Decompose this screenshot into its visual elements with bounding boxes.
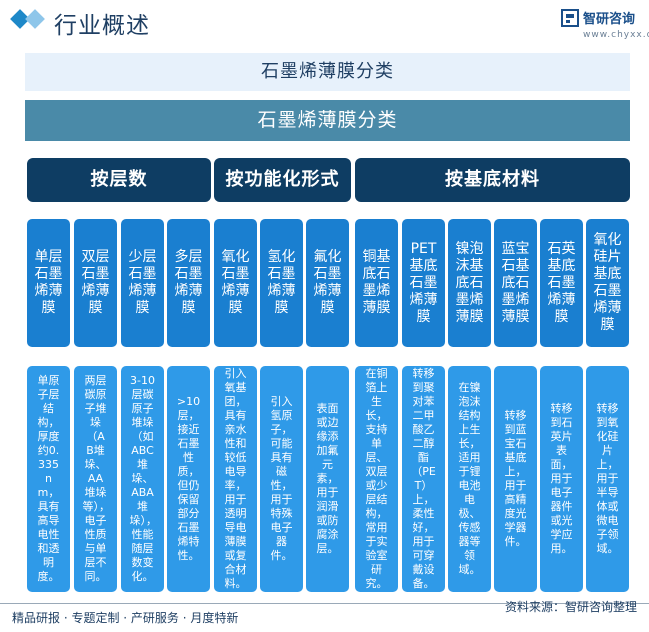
type-label: 单层石墨烯薄膜 xyxy=(34,249,63,316)
description-box: 转移到石英片表面，用于电子器件或光学应用。 xyxy=(540,366,583,592)
diagram-title: 石墨烯薄膜分类 xyxy=(25,100,630,141)
type-box: 少层石墨烯薄膜 xyxy=(121,219,164,347)
page-header: 行业概述 智研咨询 www.chyxx.com xyxy=(0,0,649,45)
type-label: 氟化石墨烯薄膜 xyxy=(313,249,342,316)
diamond-icon-light xyxy=(25,9,45,29)
page-title: 行业概述 xyxy=(54,13,150,39)
description-box: 在铜箔上生长，支持单层、双层或少层结构，常用于实验室研究。 xyxy=(355,366,398,592)
description-text: 单原子层结构，厚度约0.335nm，具有高导电性和透明度。 xyxy=(37,374,60,583)
logo-icon xyxy=(561,9,579,27)
description-text: 引入氢原子，可能具有磁性，用于特殊电子器件。 xyxy=(270,395,293,562)
type-box: 单层石墨烯薄膜 xyxy=(27,219,70,347)
description-box: 3-10层碳原子堆垛（如ABC堆垛、ABA堆垛），性能随层数变化。 xyxy=(121,366,164,592)
description-text: 转移到聚对苯二甲酸乙二醇酯（PET）上，柔性好，用于可穿戴设备。 xyxy=(411,367,436,590)
description-box: 转移到氧化硅片上，用于半导体或微电子领域。 xyxy=(586,366,629,592)
description-box: 单原子层结构，厚度约0.335nm，具有高导电性和透明度。 xyxy=(27,366,70,592)
category-by-substrate: 按基底材料 xyxy=(355,158,630,202)
description-text: 表面或边缘添加氟元素，用于润滑或防腐涂层。 xyxy=(316,402,339,555)
source-note: 资料来源：智研咨询整理 xyxy=(504,600,637,614)
logo-name: 智研咨询 xyxy=(583,12,636,27)
type-label: 蓝宝石基底石墨烯薄膜 xyxy=(501,240,530,325)
description-text: 在镍泡沫结构上生长，适用于锂电池电极、传感器等领域。 xyxy=(458,381,481,576)
description-text: 转移到蓝宝石基底上，用于高精度光学器件。 xyxy=(504,409,527,548)
type-box: 双层石墨烯薄膜 xyxy=(74,219,117,347)
type-label: 多层石墨烯薄膜 xyxy=(174,249,203,316)
description-text: >10层，接近石墨性质，但仍保留部分石墨烯特性。 xyxy=(176,395,201,562)
type-label: 氧化硅片基底石墨烯薄膜 xyxy=(593,232,622,333)
type-box: 多层石墨烯薄膜 xyxy=(167,219,210,347)
type-box: 氢化石墨烯薄膜 xyxy=(260,219,303,347)
description-box: 在镍泡沫结构上生长，适用于锂电池电极、传感器等领域。 xyxy=(448,366,491,592)
type-box: 石英基底石墨烯薄膜 xyxy=(540,219,583,347)
footer-divider xyxy=(0,603,649,604)
type-box: 铜基底石墨烯薄膜 xyxy=(355,219,398,347)
description-text: 转移到氧化硅片上，用于半导体或微电子领域。 xyxy=(596,402,619,555)
type-label: 氧化石墨烯薄膜 xyxy=(221,249,250,316)
type-label: 双层石墨烯薄膜 xyxy=(81,249,110,316)
type-label: 氢化石墨烯薄膜 xyxy=(267,249,296,316)
category-by-functionalization: 按功能化形式 xyxy=(214,158,351,202)
description-text: 3-10层碳原子堆垛（如ABC堆垛、ABA堆垛），性能随层数变化。 xyxy=(129,374,158,583)
description-box: 引入氧基团，具有亲水性和较低电导率，用于透明导电薄膜或复合材料。 xyxy=(214,366,257,592)
logo-url: www.chyxx.com xyxy=(583,30,649,40)
description-text: 转移到石英片表面，用于电子器件或光学应用。 xyxy=(550,402,573,555)
type-label: 铜基底石墨烯薄膜 xyxy=(362,249,391,316)
description-text: 在铜箔上生长，支持单层、双层或少层结构，常用于实验室研究。 xyxy=(365,367,388,590)
description-text: 引入氧基团，具有亲水性和较低电导率，用于透明导电薄膜或复合材料。 xyxy=(224,367,247,590)
description-box: >10层，接近石墨性质，但仍保留部分石墨烯特性。 xyxy=(167,366,210,592)
type-label: 石英基底石墨烯薄膜 xyxy=(547,240,576,325)
type-box: 氧化石墨烯薄膜 xyxy=(214,219,257,347)
description-box: 转移到蓝宝石基底上，用于高精度光学器件。 xyxy=(494,366,537,592)
description-box: 两层碳原子堆垛（AB堆垛、AA堆垛等），电子性质与单层不同。 xyxy=(74,366,117,592)
type-label: 镍泡沫基底石墨烯薄膜 xyxy=(455,240,484,325)
description-text: 两层碳原子堆垛（AB堆垛、AA堆垛等），电子性质与单层不同。 xyxy=(82,374,111,583)
type-box: 蓝宝石基底石墨烯薄膜 xyxy=(494,219,537,347)
type-box: 镍泡沫基底石墨烯薄膜 xyxy=(448,219,491,347)
description-box: 表面或边缘添加氟元素，用于润滑或防腐涂层。 xyxy=(306,366,349,592)
type-box: 氟化石墨烯薄膜 xyxy=(306,219,349,347)
type-label: 少层石墨烯薄膜 xyxy=(128,249,157,316)
description-box: 转移到聚对苯二甲酸乙二醇酯（PET）上，柔性好，用于可穿戴设备。 xyxy=(402,366,445,592)
section-title: 石墨烯薄膜分类 xyxy=(25,53,630,91)
footer-tagline: 精品研报 · 专题定制 · 产研服务 · 月度特新 xyxy=(12,611,239,625)
type-box: 氧化硅片基底石墨烯薄膜 xyxy=(586,219,629,347)
type-label: PET基底石墨烯薄膜 xyxy=(409,240,438,325)
description-box: 引入氢原子，可能具有磁性，用于特殊电子器件。 xyxy=(260,366,303,592)
category-by-layers: 按层数 xyxy=(27,158,211,202)
type-box: PET基底石墨烯薄膜 xyxy=(402,219,445,347)
